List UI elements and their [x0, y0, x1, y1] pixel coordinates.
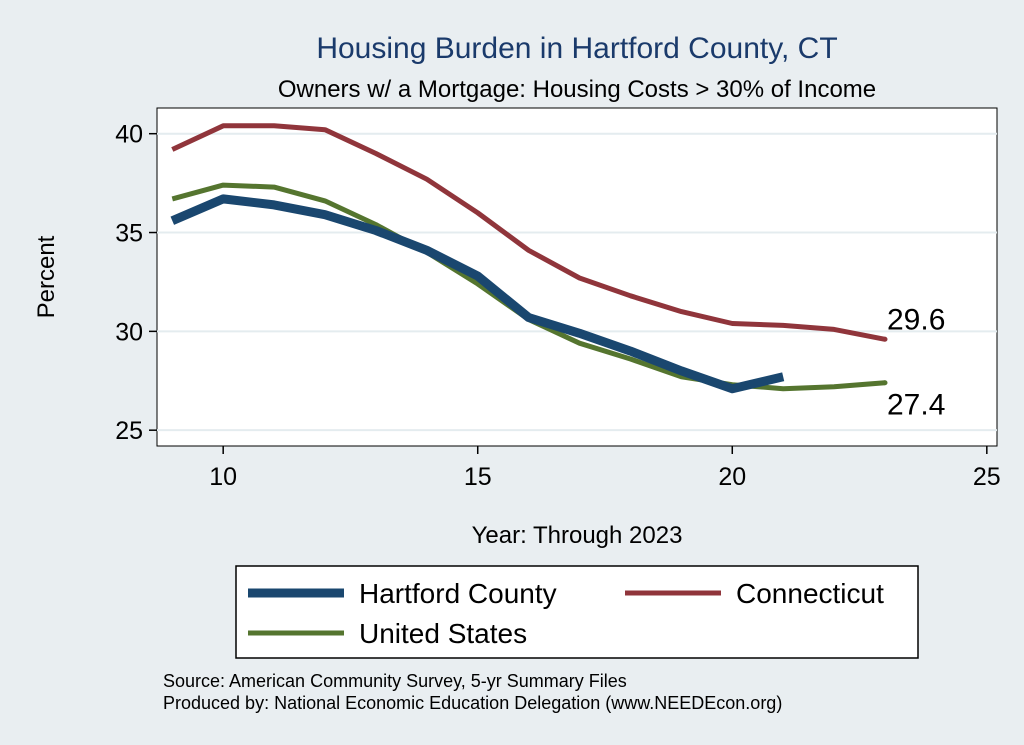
source-note: Source: American Community Survey, 5-yr …: [163, 671, 627, 691]
end-label: 29.6: [887, 303, 945, 336]
legend-box: [235, 565, 919, 659]
chart-subtitle: Owners w/ a Mortgage: Housing Costs > 30…: [278, 76, 876, 103]
x-tick-label: 20: [718, 463, 746, 491]
x-axis-title: Year: Through 2023: [472, 522, 683, 549]
legend-label: United States: [359, 618, 527, 649]
legend-entries: Hartford County Connecticut United States: [248, 578, 884, 649]
legend-label: Hartford County: [359, 578, 557, 609]
series-line-hartford-county: [170, 194, 785, 394]
chart-title: Housing Burden in Hartford County, CT: [316, 32, 837, 65]
produced-by-note: Produced by: National Economic Education…: [163, 693, 782, 713]
end-labels: 29.6 27.4: [882, 303, 945, 422]
end-label: 27.4: [887, 389, 945, 422]
y-tick-label: 40: [115, 121, 143, 149]
legend-label: Connecticut: [736, 578, 884, 609]
series-lines: [170, 123, 886, 394]
x-tick-label: 15: [464, 463, 492, 491]
y-tick-label: 35: [115, 220, 143, 248]
end-point-marker: [882, 380, 888, 386]
series-line-connecticut: [171, 123, 886, 342]
y-tick-label: 25: [115, 417, 143, 445]
y-axis-title: Percent: [33, 235, 60, 318]
y-tick-label: 30: [115, 318, 143, 346]
legend: Hartford County Connecticut United States: [235, 565, 919, 659]
end-point-marker: [882, 336, 888, 342]
x-tick-label: 10: [209, 463, 237, 491]
x-tick-label: 25: [973, 463, 1001, 491]
axes: 25 30 35 40 10 15 20 25: [115, 121, 1001, 491]
